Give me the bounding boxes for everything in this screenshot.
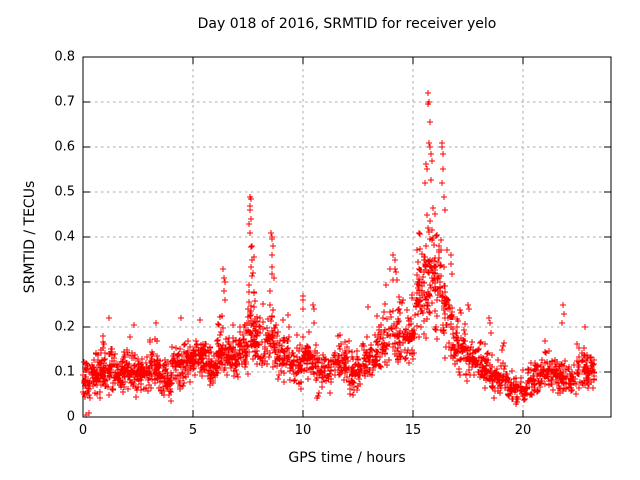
x-tick-label: 10 — [294, 423, 312, 438]
y-tick-label: 0.5 — [54, 184, 75, 200]
y-tick-label: 0.1 — [54, 364, 75, 380]
y-tick-label: 0.4 — [54, 229, 75, 245]
x-tick-label: 15 — [404, 423, 422, 438]
y-tick-label: 0.8 — [54, 49, 75, 65]
x-axis-label: GPS time / hours — [288, 450, 406, 466]
y-tick-label: 0.2 — [54, 319, 75, 335]
x-tick-label: 0 — [78, 423, 88, 438]
x-tick-label: 5 — [188, 423, 198, 438]
y-tick-label: 0 — [66, 409, 75, 425]
chart-title: Day 018 of 2016, SRMTID for receiver yel… — [197, 16, 497, 32]
y-tick-label: 0.6 — [54, 139, 75, 155]
y-tick-label: 0.3 — [54, 274, 75, 290]
x-tick-label: 20 — [514, 423, 532, 438]
y-tick-label: 0.7 — [54, 94, 75, 110]
